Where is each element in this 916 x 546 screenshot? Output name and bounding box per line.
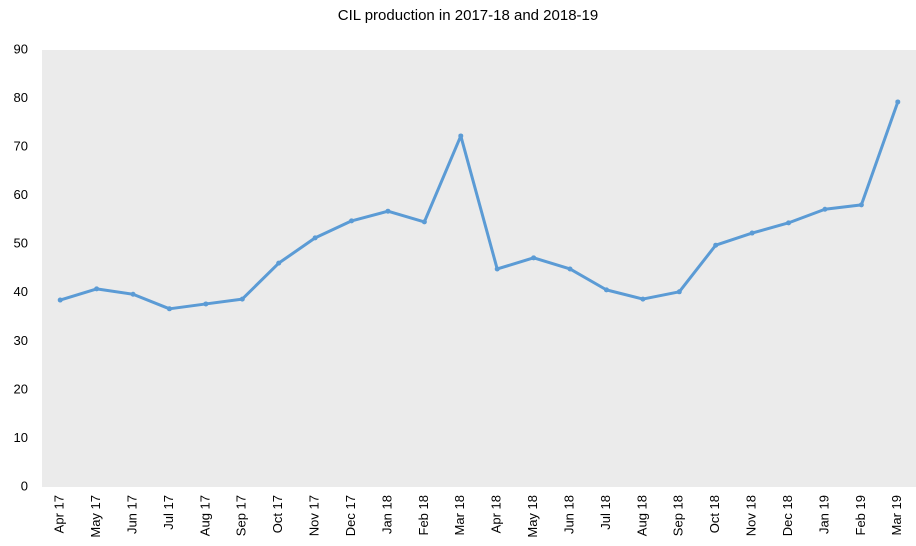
x-tick-label: Mar 18 [452, 495, 467, 535]
point [276, 260, 282, 266]
y-tick-label: 70 [14, 139, 28, 154]
y-tick-label: 30 [14, 333, 28, 348]
x-tick-label: Dec 18 [780, 495, 795, 536]
y-tick-label: 10 [14, 430, 28, 445]
x-tick-label: Nov 18 [744, 495, 759, 536]
point [786, 220, 792, 226]
x-tick-label: Aug 17 [197, 495, 212, 536]
x-tick-label: Feb 18 [416, 495, 431, 535]
y-tick-label: 50 [14, 236, 28, 251]
point [858, 202, 864, 208]
x-tick-label: Aug 18 [634, 495, 649, 536]
point [130, 291, 136, 297]
x-tick-label: Sep 18 [671, 495, 686, 536]
point [203, 301, 209, 307]
point [385, 208, 391, 214]
x-tick-label: Sep 17 [234, 495, 249, 536]
point [494, 266, 500, 272]
y-tick-label: 60 [14, 187, 28, 202]
plot-area [42, 50, 916, 487]
y-tick-label: 80 [14, 90, 28, 105]
point [349, 218, 355, 224]
x-tick-label: Jun 17 [124, 495, 139, 534]
point [567, 266, 573, 272]
point [676, 289, 682, 295]
point [822, 206, 828, 212]
x-tick-label: Dec 17 [343, 495, 358, 536]
point [603, 287, 609, 293]
y-tick-label: 0 [21, 478, 28, 493]
point [166, 306, 172, 312]
x-tick-label: Feb 19 [853, 495, 868, 535]
point [94, 286, 100, 292]
y-tick-label: 20 [14, 381, 28, 396]
x-tick-label: Mar 19 [889, 495, 904, 535]
x-tick-label: Apr 18 [489, 495, 504, 533]
x-tick-label: Apr 17 [52, 495, 67, 533]
x-tick-label: Jul 18 [598, 495, 613, 530]
x-tick-label: Oct 18 [707, 495, 722, 533]
point [640, 296, 646, 302]
x-tick-label: Jan 19 [816, 495, 831, 534]
chart-title: CIL production in 2017-18 and 2018-19 [338, 7, 598, 24]
x-tick-label: May 18 [525, 495, 540, 538]
x-tick-label: Jun 18 [561, 495, 576, 534]
point [312, 235, 318, 241]
point [421, 219, 427, 225]
y-tick-label: 90 [14, 41, 28, 56]
line [59, 101, 900, 311]
y-tick-label: 40 [14, 284, 28, 299]
point [531, 255, 537, 261]
x-tick-label: Oct 17 [270, 495, 285, 533]
x-tick-label: Jul 17 [161, 495, 176, 530]
point [57, 297, 63, 303]
x-tick-label: Jan 18 [379, 495, 394, 534]
point [895, 99, 901, 105]
x-tick-label: Nov 17 [307, 495, 322, 536]
point [239, 296, 245, 302]
point [749, 230, 755, 236]
point [713, 242, 719, 248]
x-tick-label: May 17 [88, 495, 103, 538]
point [458, 133, 464, 139]
